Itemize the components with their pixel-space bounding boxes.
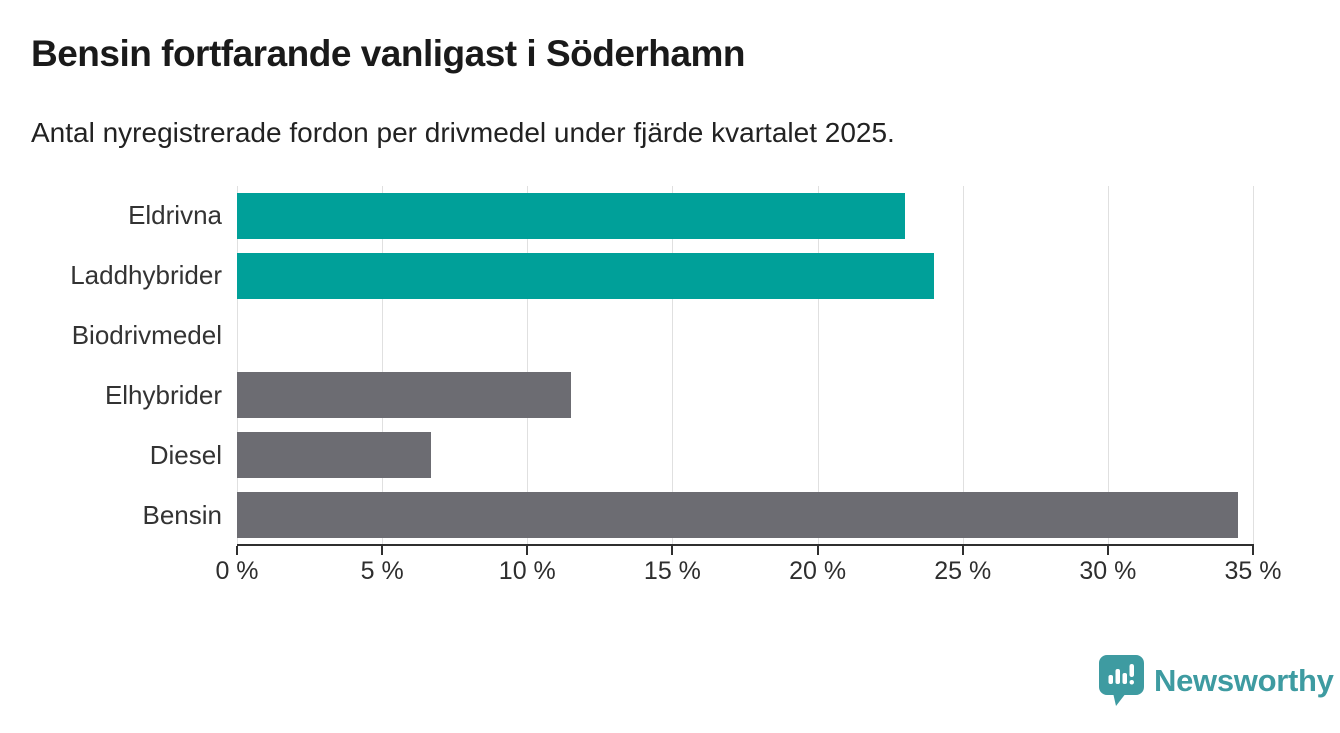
x-axis-tick-30 [1106, 546, 1109, 555]
gridline-15 [672, 186, 674, 545]
gridline-10 [527, 186, 529, 545]
x-axis-label-25: 25 % [934, 557, 992, 585]
y-axis-category-labels: Eldrivna Laddhybrider Biodrivmedel Elhybrid… [0, 186, 222, 545]
gridline-5 [382, 186, 384, 545]
bar-bensin [237, 492, 1239, 539]
x-axis-tick-25 [961, 546, 964, 555]
gridline-25 [962, 186, 964, 545]
x-axis-line [236, 544, 1254, 555]
category-label-bensin: Bensin [142, 499, 223, 530]
bar-laddhybrider [237, 252, 934, 299]
x-axis-label-35: 35 % [1224, 557, 1282, 585]
x-axis-tick-labels: 0 % 5 % 10 % 15 % 20 % 25 % 30 % 35 % [215, 557, 1281, 589]
chart-title: Bensin fortfarande vanligast i Söderhamn [31, 33, 745, 74]
x-axis-label-10: 10 % [498, 557, 556, 585]
x-axis-tick-35 [1252, 546, 1254, 555]
newsworthy-logo-link[interactable]: Newsworthy [1098, 654, 1334, 707]
gridline-20 [817, 186, 819, 545]
x-axis-label-0: 0 % [215, 557, 259, 585]
category-label-diesel: Diesel [149, 439, 222, 470]
x-axis-label-30: 30 % [1079, 557, 1137, 585]
newsworthy-logo-icon [1098, 654, 1145, 707]
newsworthy-logo-text: Newsworthy [1154, 662, 1334, 698]
gridline-0 [237, 186, 238, 545]
x-axis-tick-0 [236, 546, 238, 555]
x-axis-label-5: 5 % [360, 557, 404, 585]
x-axis-tick-20 [816, 546, 819, 555]
category-label-laddhybrider: Laddhybrider [70, 260, 222, 291]
gridline-35 [1253, 186, 1254, 545]
category-label-eldrivna: Eldrivna [128, 200, 222, 231]
x-axis-tick-15 [671, 546, 674, 555]
x-axis-label-15: 15 % [643, 557, 701, 585]
bar-elhybrider [237, 372, 571, 419]
plot-area [237, 186, 1254, 545]
bar-diesel [237, 432, 432, 479]
x-axis-tick-10 [526, 546, 529, 555]
x-axis-label-20: 20 % [789, 557, 847, 585]
category-label-elhybrider: Elhybrider [104, 379, 222, 410]
category-label-biodrivmedel: Biodrivmedel [71, 320, 222, 351]
gridline-30 [1107, 186, 1109, 545]
bar-eldrivna [237, 192, 905, 239]
x-axis-tick-5 [381, 546, 384, 555]
chart-subtitle: Antal nyregistrerade fordon per drivmede… [31, 117, 895, 148]
